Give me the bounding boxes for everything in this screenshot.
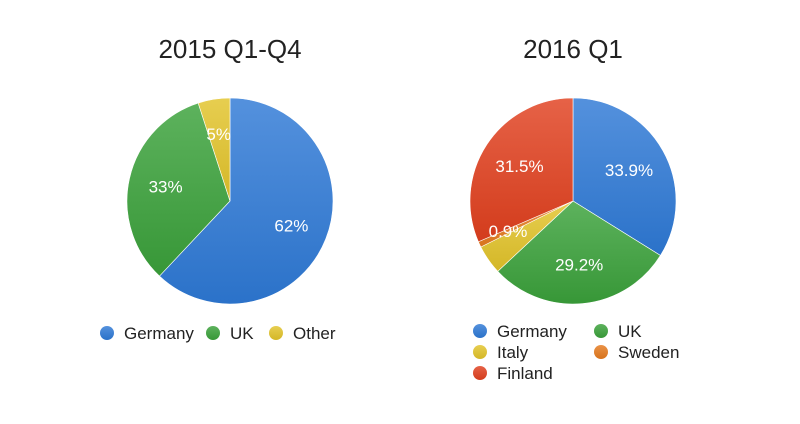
legend-swatch-other bbox=[269, 326, 283, 340]
legend-item-sweden: Sweden bbox=[594, 343, 679, 362]
pie-slices-2016 bbox=[469, 97, 677, 305]
legend-label-italy: Italy bbox=[497, 343, 529, 362]
pie-slice-finland bbox=[469, 97, 574, 243]
data-label-italy: 4.6% bbox=[427, 231, 466, 250]
pie-slice-germany bbox=[572, 97, 677, 256]
legend-swatch-uk bbox=[594, 324, 608, 338]
legend-item-italy: Italy bbox=[473, 343, 529, 362]
data-label-sweden: 0.9% bbox=[489, 222, 528, 241]
pie-slice-other bbox=[197, 97, 231, 202]
data-label-uk: 33% bbox=[149, 178, 183, 197]
pie-chart-2015: 2015 Q1-Q4 62% 33% 5% Germany UK Other bbox=[100, 34, 336, 343]
pie-slice-uk bbox=[497, 200, 661, 305]
legend-2016: Germany UK Italy Sweden Finland bbox=[473, 322, 679, 383]
legend-label-germany: Germany bbox=[124, 324, 194, 343]
data-label-uk: 29.2% bbox=[555, 256, 603, 275]
pie-slice-germany bbox=[159, 97, 334, 305]
data-label-germany: 33.9% bbox=[605, 161, 653, 180]
data-label-germany: 62% bbox=[274, 216, 308, 235]
legend-item-uk: UK bbox=[594, 322, 642, 341]
legend-swatch-uk bbox=[206, 326, 220, 340]
legend-label-finland: Finland bbox=[497, 364, 553, 383]
legend-swatch-germany bbox=[100, 326, 114, 340]
legend-label-sweden: Sweden bbox=[618, 343, 679, 362]
legend-label-uk: UK bbox=[618, 322, 642, 341]
legend-item-other: Other bbox=[269, 324, 336, 343]
legend-swatch-italy bbox=[473, 345, 487, 359]
legend-item-germany: Germany bbox=[473, 322, 567, 341]
legend-swatch-finland bbox=[473, 366, 487, 380]
legend-item-finland: Finland bbox=[473, 364, 553, 383]
legend-label-germany: Germany bbox=[497, 322, 567, 341]
chart-title-2016: 2016 Q1 bbox=[523, 34, 623, 64]
pie-labels-2015: 62% 33% 5% bbox=[149, 125, 309, 236]
legend-swatch-sweden bbox=[594, 345, 608, 359]
pie-slices-2015 bbox=[126, 97, 334, 305]
legend-swatch-germany bbox=[473, 324, 487, 338]
data-label-other: 5% bbox=[206, 125, 231, 144]
legend-item-germany: Germany bbox=[100, 324, 194, 343]
chart-title-2015: 2015 Q1-Q4 bbox=[158, 34, 301, 64]
legend-label-other: Other bbox=[293, 324, 336, 343]
legend-item-uk: UK bbox=[206, 324, 254, 343]
data-label-finland: 31.5% bbox=[495, 157, 543, 176]
pie-chart-2016: 2016 Q1 33.9% 29.2% 4.6% 0.9% 31.5% Germany U… bbox=[427, 34, 679, 383]
legend-2015: Germany UK Other bbox=[100, 324, 336, 343]
pie-labels-2016: 33.9% 29.2% 4.6% 0.9% 31.5% bbox=[427, 157, 653, 275]
pie-slice-uk bbox=[126, 102, 231, 277]
legend-label-uk: UK bbox=[230, 324, 254, 343]
